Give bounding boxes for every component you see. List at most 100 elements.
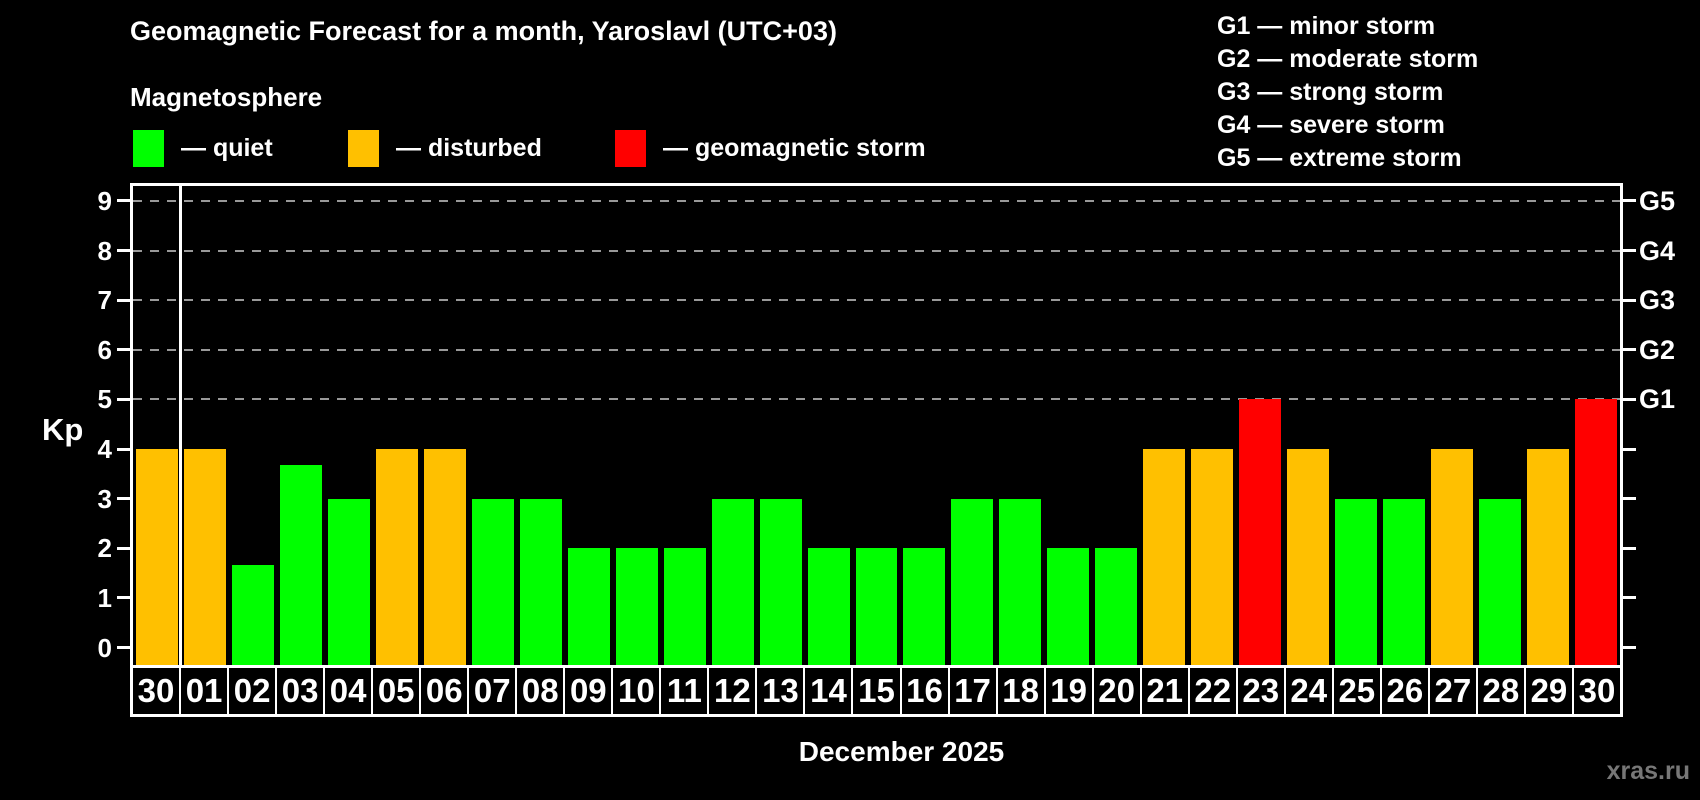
bar-day-14 <box>807 548 850 665</box>
left-tick-kp8 <box>117 249 130 253</box>
day-label-25: 25 <box>1334 668 1382 714</box>
bar-day-29 <box>1527 449 1570 665</box>
day-label-17: 17 <box>950 668 998 714</box>
legend-label-storm: — geomagnetic storm <box>663 134 926 162</box>
disturbed-color-swatch <box>348 130 379 167</box>
g-scale-label-G4: G4 <box>1639 235 1676 266</box>
bar-day-24 <box>1287 449 1330 665</box>
bar-day-05 <box>375 449 418 665</box>
storm-color-swatch <box>615 130 646 167</box>
month-separator-line <box>179 186 183 665</box>
day-label-19: 19 <box>1046 668 1094 714</box>
gridline-kp7 <box>133 299 1620 302</box>
legend-item-storm: — geomagnetic storm <box>615 130 926 167</box>
left-tick-kp5 <box>117 397 130 401</box>
right-tick-kp9 <box>1623 199 1636 203</box>
left-tick-kp0 <box>117 646 130 650</box>
day-label-15: 15 <box>853 668 902 714</box>
bar-day-17 <box>951 498 994 665</box>
plot-area <box>130 183 1623 668</box>
day-label-26: 26 <box>1382 668 1430 714</box>
g5-legend-line: G5 — extreme storm <box>1217 144 1462 172</box>
day-label-21: 21 <box>1142 668 1190 714</box>
bar-day-30 <box>1575 399 1617 665</box>
right-tick-kp5 <box>1623 397 1636 401</box>
legend-label-quiet: — quiet <box>181 134 273 162</box>
bar-day-02 <box>231 564 274 665</box>
day-label-07: 07 <box>469 668 518 714</box>
bar-day-25 <box>1335 498 1378 665</box>
g2-legend-line: G2 — moderate storm <box>1217 45 1479 73</box>
y-tick-label-2: 2 <box>97 533 112 564</box>
g-scale-label-G1: G1 <box>1639 384 1676 415</box>
gridline-kp5 <box>133 398 1620 401</box>
bar-day-28 <box>1479 498 1522 665</box>
watermark: xras.ru <box>1606 757 1690 785</box>
y-tick-label-7: 7 <box>97 285 112 316</box>
day-label-14: 14 <box>805 668 854 714</box>
right-tick-kp2 <box>1623 546 1636 550</box>
bar-day-03 <box>279 465 322 665</box>
day-label-24: 24 <box>1286 668 1334 714</box>
x-axis-day-labels: 30 01 02 03 04 05 06 07 08 09 10 11 12 13 14 15 16 17 18 19… <box>130 668 1623 717</box>
g-scale-legend: G1 — minor storm G2 — moderate storm G3 … <box>1217 10 1478 175</box>
right-tick-kp1 <box>1623 596 1636 600</box>
left-tick-kp6 <box>117 348 130 352</box>
day-label-prev-30: 30 <box>133 668 182 714</box>
page-title: Geomagnetic Forecast for a month, Yarosl… <box>130 16 837 46</box>
y-tick-label-1: 1 <box>97 582 112 613</box>
bar-day-09 <box>567 548 610 665</box>
bar-day-13 <box>759 498 802 665</box>
legend-item-quiet: — quiet <box>133 130 273 167</box>
left-tick-kp1 <box>117 596 130 600</box>
y-axis-title: Kp <box>42 412 84 447</box>
bar-day-11 <box>663 548 706 665</box>
day-label-02: 02 <box>229 668 278 714</box>
left-tick-kp7 <box>117 298 130 302</box>
left-tick-kp2 <box>117 546 130 550</box>
right-tick-kp0 <box>1623 646 1636 650</box>
bar-day-01 <box>183 449 226 665</box>
y-tick-label-8: 8 <box>97 235 112 266</box>
bar-day-19 <box>1047 548 1090 665</box>
bar-day-21 <box>1143 449 1186 665</box>
right-tick-kp7 <box>1623 298 1636 302</box>
day-label-11: 11 <box>661 668 710 714</box>
gridline-kp9 <box>133 199 1620 202</box>
day-label-13: 13 <box>757 668 806 714</box>
y-tick-label-4: 4 <box>97 434 112 465</box>
day-label-28: 28 <box>1478 668 1526 714</box>
g3-legend-line: G3 — strong storm <box>1217 78 1444 106</box>
right-tick-kp4 <box>1623 447 1636 451</box>
y-tick-label-5: 5 <box>97 384 112 415</box>
left-tick-kp9 <box>117 199 130 203</box>
y-tick-label-3: 3 <box>97 483 112 514</box>
gridline-kp8 <box>133 249 1620 252</box>
bar-day-10 <box>615 548 658 665</box>
bar-day-08 <box>519 498 562 665</box>
day-label-30: 30 <box>1578 672 1616 709</box>
left-tick-kp4 <box>117 447 130 451</box>
gridline-kp6 <box>133 348 1620 351</box>
day-label-05: 05 <box>373 668 422 714</box>
bar-day-07 <box>471 498 514 665</box>
bar-day-27 <box>1431 449 1474 665</box>
day-label-16: 16 <box>902 668 950 714</box>
day-label-03: 03 <box>277 668 326 714</box>
day-label-18: 18 <box>998 668 1046 714</box>
day-label-29: 29 <box>1526 668 1574 714</box>
day-label-27: 27 <box>1430 668 1478 714</box>
bar-day-16 <box>903 548 946 665</box>
legend-label-disturbed: — disturbed <box>396 134 542 162</box>
day-label-20: 20 <box>1094 668 1142 714</box>
g-scale-label-G5: G5 <box>1639 185 1676 216</box>
g1-legend-line: G1 — minor storm <box>1217 12 1436 40</box>
bar-day-22 <box>1191 449 1234 665</box>
bar-day-06 <box>423 449 466 665</box>
day-label-09: 09 <box>565 668 614 714</box>
bar-day-prev-30 <box>136 449 178 665</box>
g4-legend-line: G4 — severe storm <box>1217 111 1445 139</box>
day-label-08: 08 <box>517 668 566 714</box>
right-tick-kp3 <box>1623 497 1636 501</box>
